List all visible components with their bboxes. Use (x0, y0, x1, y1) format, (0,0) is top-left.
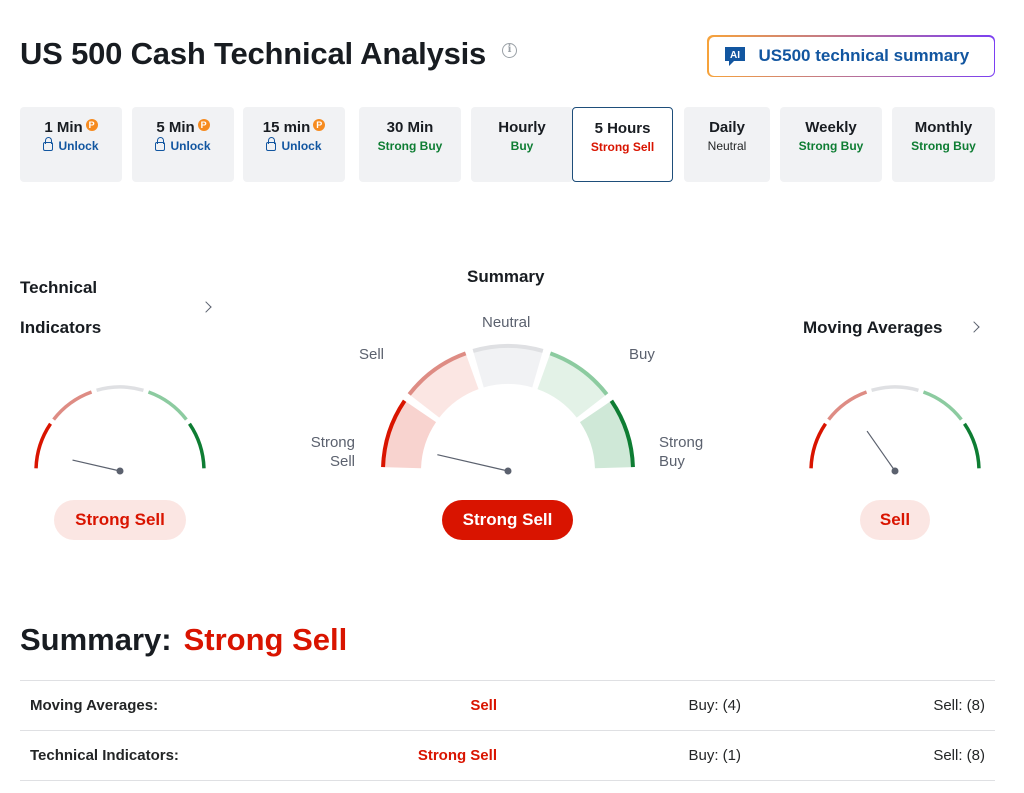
tab-label: Weekly (805, 119, 857, 136)
tab-signal: Strong Sell (590, 140, 655, 154)
gauge-needle-pivot (891, 467, 899, 475)
info-icon[interactable]: i (502, 43, 517, 58)
tab-5-min[interactable]: 5 Min P Unlock (132, 107, 234, 182)
gauge-arc-buy (147, 390, 188, 421)
gauge-band-strong-sell (383, 400, 437, 469)
gauge-label-strong-buy: Strong Buy (659, 434, 704, 470)
row-buy-count: Buy: (4) (688, 697, 741, 714)
technical-indicators-gauge (34, 385, 206, 475)
row-label: Technical Indicators: (30, 747, 179, 764)
gauge-arc-strong-buy (609, 399, 635, 468)
pro-badge-icon: P (197, 119, 210, 131)
table-row: Moving Averages: Sell Buy: (4) Sell: (8) (20, 681, 995, 731)
tab-label: 15 min (262, 119, 311, 136)
lock-icon (43, 137, 54, 151)
tab-hourly[interactable]: Hourly Buy (471, 107, 573, 182)
gauge-needle-pivot (116, 467, 124, 475)
timeframe-tabs: 1 Min P Unlock 5 Min P Unlock 15 min P Unlo… (20, 107, 995, 182)
gauge-arc-sell (827, 390, 868, 421)
ai-chat-icon: AI (724, 47, 745, 66)
tab-signal: Strong Buy (798, 139, 864, 153)
ai-technical-summary-button[interactable]: AI US500 technical summary (707, 35, 995, 77)
gauge-label-sell: Sell (359, 346, 385, 363)
gauge-arc-strong-sell (381, 399, 407, 468)
summary-table: Moving Averages: Sell Buy: (4) Sell: (8)… (20, 680, 995, 781)
tab-label: 5 Min (156, 119, 195, 136)
summary-heading-value: Strong Sell (183, 622, 348, 657)
gauge-arc-strong-sell (34, 422, 52, 469)
gauge-band-buy (537, 353, 607, 418)
page-title: US 500 Cash Technical Analysis (20, 36, 487, 71)
gauge-band-neutral (473, 346, 543, 388)
gauge-needle (437, 454, 509, 472)
gauge-arc-neutral (472, 344, 544, 353)
gauge-arc-neutral (96, 385, 144, 393)
gauge-arc-sell (407, 351, 467, 396)
gauge-needle (866, 430, 896, 472)
summary-heading: Summary: Strong Sell (20, 622, 347, 658)
gauge-needle (72, 459, 121, 472)
tab-5-hours[interactable]: 5 Hours Strong Sell (572, 107, 673, 182)
row-signal: Strong Sell (417, 747, 497, 764)
tab-1-min[interactable]: 1 Min P Unlock (20, 107, 122, 182)
gauge-arc-strong-buy (963, 422, 981, 469)
tab-monthly[interactable]: Monthly Strong Buy (892, 107, 995, 182)
tab-daily[interactable]: Daily Neutral (684, 107, 770, 182)
moving-averages-title[interactable]: Moving Averages (803, 318, 943, 337)
ai-icon-text: AI (730, 50, 740, 61)
gauge-band-sell (409, 353, 479, 418)
gauge-band-strong-buy (579, 400, 633, 469)
lock-icon (266, 137, 277, 151)
tab-signal: Buy (510, 139, 534, 153)
row-sell-count: Sell: (8) (933, 747, 985, 764)
tab-label: Daily (709, 119, 745, 136)
gauge-arc-buy (549, 351, 609, 396)
tab-weekly[interactable]: Weekly Strong Buy (780, 107, 882, 182)
gauge-arc-strong-sell (809, 422, 827, 469)
ai-button-label: US500 technical summary (758, 46, 970, 65)
unlock-link[interactable]: Unlock (148, 137, 218, 154)
gauge-label-strong-sell: Strong Sell (310, 434, 355, 470)
tab-15-min[interactable]: 15 min P Unlock (243, 107, 345, 182)
summary-gauge (381, 344, 635, 475)
row-label: Moving Averages: (30, 697, 159, 714)
tab-signal: Strong Buy (911, 139, 976, 153)
row-signal: Sell (470, 697, 497, 714)
technical-indicators-title[interactable]: Technical (20, 278, 98, 297)
tab-label: Hourly (498, 119, 546, 136)
tab-signal: Neutral (707, 139, 747, 153)
gauge-needle-pivot (504, 467, 512, 475)
summary-gauge-title: Summary (467, 267, 545, 286)
unlock-link[interactable]: Unlock (36, 137, 106, 154)
summary-result-badge: Strong Sell (442, 500, 573, 540)
technical-indicators-title-line2[interactable]: Indicators (20, 318, 102, 337)
tab-label: 5 Hours (594, 120, 651, 137)
gauge-label-neutral: Neutral (482, 314, 531, 331)
gauge-arc-neutral (871, 385, 919, 393)
unlock-link[interactable]: Unlock (259, 137, 329, 154)
moving-averages-gauge (809, 385, 981, 475)
row-buy-count: Buy: (1) (688, 747, 741, 764)
gauge-label-buy: Buy (629, 346, 655, 363)
technical-indicators-result-badge: Strong Sell (54, 500, 186, 540)
row-sell-count: Sell: (8) (933, 697, 985, 714)
summary-heading-label: Summary: (20, 622, 172, 657)
gauge-arc-sell (52, 390, 93, 421)
gauge-arc-strong-buy (188, 422, 206, 469)
tab-signal: Strong Buy (377, 139, 443, 153)
gauge-arc-buy (922, 390, 963, 421)
lock-icon (155, 137, 166, 151)
moving-averages-result-badge: Sell (860, 500, 930, 540)
tab-label: 1 Min (44, 119, 83, 136)
pro-badge-icon: P (313, 119, 326, 131)
table-row: Technical Indicators: Strong Sell Buy: (… (20, 731, 995, 781)
tab-label: 30 Min (386, 119, 434, 136)
tab-30-min[interactable]: 30 Min Strong Buy (359, 107, 461, 182)
tab-label: Monthly (914, 119, 973, 136)
pro-badge-icon: P (85, 119, 98, 131)
